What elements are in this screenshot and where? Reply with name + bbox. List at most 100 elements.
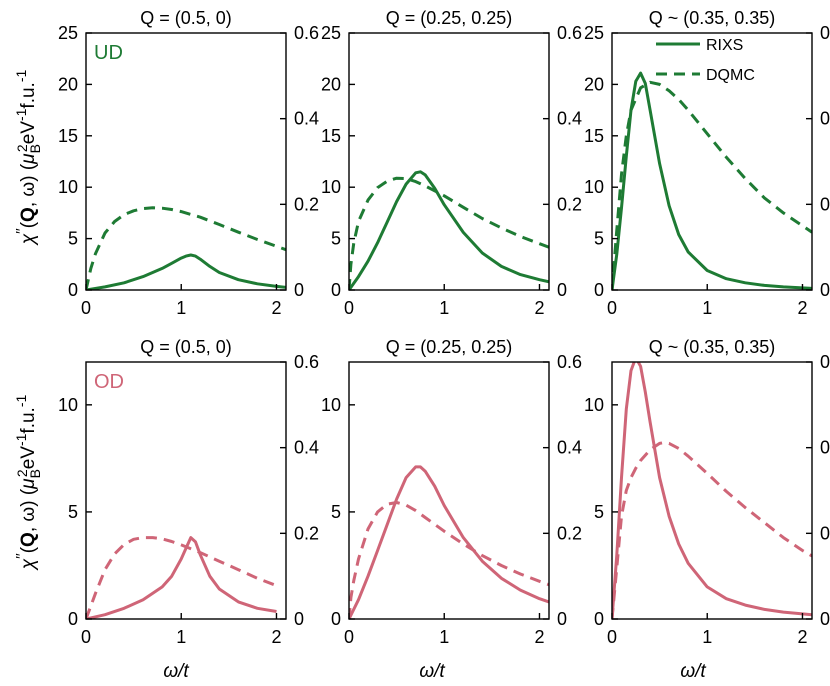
y-left-tick-label: 15 bbox=[58, 126, 78, 146]
y-left-tick-label: 15 bbox=[584, 126, 604, 146]
panel-tag-od: OD bbox=[94, 371, 124, 393]
x-tick-label: 0 bbox=[81, 298, 91, 318]
ylabel-q: Q bbox=[18, 532, 39, 547]
panel-title: Q ~ (0.35, 0.35) bbox=[649, 337, 776, 357]
ylabel-neg1: -1 bbox=[13, 433, 29, 446]
ylabel-prime: ′′ bbox=[13, 553, 30, 559]
ylabel-omega: , ω) ( bbox=[18, 163, 39, 207]
panel-curves bbox=[349, 465, 549, 619]
panel-curves bbox=[86, 536, 278, 619]
plot-frame bbox=[85, 361, 287, 620]
ylabel-open: ( bbox=[18, 546, 39, 553]
y-left-tick-label: 5 bbox=[68, 502, 78, 522]
y-left-tick-label: 10 bbox=[584, 395, 604, 415]
y-right-tick-label: 0.6 bbox=[820, 23, 830, 43]
series-dqmc-line bbox=[349, 176, 549, 290]
ylabel-sq: 2 bbox=[14, 144, 30, 152]
ylabel-b: B bbox=[27, 469, 43, 478]
y-right-tick-label: 0 bbox=[557, 609, 567, 629]
y-left-tick-label: 5 bbox=[68, 229, 78, 249]
series-rixs-line bbox=[86, 536, 277, 619]
series-dqmc-line bbox=[612, 441, 812, 619]
ylabel-fu: f.u. bbox=[18, 407, 39, 433]
ylabel-ev: eV bbox=[18, 446, 39, 470]
y-left-tick-label: 0 bbox=[331, 609, 341, 629]
y-left-tick-label: 0 bbox=[594, 280, 604, 300]
y-left-tick-label: 0 bbox=[68, 280, 78, 300]
x-tick-label: 1 bbox=[439, 298, 449, 318]
x-tick-label: 0 bbox=[81, 627, 91, 647]
x-axis-title-left: ω/t bbox=[163, 661, 189, 682]
y-axis-label-top: χ′′(Q, ω) (μB2eV-1f.u.-1 bbox=[13, 70, 43, 247]
ylabel-q: Q bbox=[18, 207, 39, 222]
y-left-tick-label: 25 bbox=[321, 23, 341, 43]
y-left-tick-label: 10 bbox=[584, 177, 604, 197]
y-left-tick-label: 10 bbox=[321, 395, 341, 415]
y-left-tick-label: 0 bbox=[594, 609, 604, 629]
legend-rixs-label: RIXS bbox=[706, 37, 743, 54]
y-right-tick-label: 0.4 bbox=[294, 438, 319, 458]
x-axis-title-right: ω/t bbox=[680, 661, 706, 682]
y-right-tick-label: 0.6 bbox=[294, 352, 319, 372]
y-right-tick-label: 0.4 bbox=[820, 438, 830, 458]
ylabel-mu: μ bbox=[18, 153, 39, 165]
plot-frame bbox=[611, 32, 813, 291]
series-dqmc-line bbox=[86, 206, 286, 290]
y-right-tick-label: 0.2 bbox=[557, 523, 582, 543]
ylabel-neg1b: -1 bbox=[13, 70, 29, 83]
y-right-tick-label: 0 bbox=[294, 280, 304, 300]
ylabel-neg1b: -1 bbox=[13, 395, 29, 408]
panel-title: Q = (0.5, 0) bbox=[140, 337, 232, 357]
y-right-tick-label: 0.2 bbox=[294, 194, 319, 214]
y-left-tick-label: 10 bbox=[58, 395, 78, 415]
x-tick-label: 0 bbox=[344, 298, 354, 318]
panel-title: Q = (0.5, 0) bbox=[140, 8, 232, 28]
panel-curves bbox=[349, 170, 549, 290]
ylabel-chi: χ bbox=[18, 558, 39, 571]
ylabel-fu: f.u. bbox=[18, 82, 39, 108]
ylabel-ev: eV bbox=[18, 121, 39, 145]
x-tick-label: 2 bbox=[271, 298, 281, 318]
panel-curves bbox=[86, 206, 286, 290]
panel-title: Q ~ (0.35, 0.35) bbox=[649, 8, 776, 28]
legend: RIXS DQMC bbox=[656, 37, 755, 84]
x-tick-label: 0 bbox=[344, 627, 354, 647]
series-rixs-line bbox=[349, 465, 549, 619]
ylabel-open: ( bbox=[18, 221, 39, 228]
panel-tag-ud: UD bbox=[94, 42, 123, 64]
y-left-tick-label: 5 bbox=[331, 502, 341, 522]
y-left-tick-label: 20 bbox=[58, 74, 78, 94]
x-tick-label: 0 bbox=[607, 627, 617, 647]
y-right-tick-label: 0.6 bbox=[294, 23, 319, 43]
ylabel-b: B bbox=[27, 144, 43, 153]
panel-title: Q = (0.25, 0.25) bbox=[386, 337, 513, 357]
series-rixs-line bbox=[612, 71, 812, 290]
x-tick-label: 1 bbox=[176, 627, 186, 647]
panel-title: Q = (0.25, 0.25) bbox=[386, 8, 513, 28]
y-left-tick-label: 20 bbox=[321, 74, 341, 94]
x-axis-title-middle: ω/t bbox=[419, 661, 445, 682]
series-dqmc-line bbox=[612, 80, 812, 290]
panel-curves bbox=[612, 71, 812, 290]
y-left-tick-label: 25 bbox=[58, 23, 78, 43]
x-tick-label: 2 bbox=[271, 627, 281, 647]
x-tick-label: 1 bbox=[702, 298, 712, 318]
y-left-tick-label: 5 bbox=[594, 502, 604, 522]
x-tick-label: 0 bbox=[607, 298, 617, 318]
y-left-tick-label: 10 bbox=[58, 177, 78, 197]
y-right-tick-label: 0 bbox=[294, 609, 304, 629]
y-right-tick-label: 0.4 bbox=[557, 109, 582, 129]
y-left-tick-label: 5 bbox=[594, 229, 604, 249]
ylabel-mu: μ bbox=[18, 478, 39, 490]
y-left-tick-label: 5 bbox=[331, 229, 341, 249]
y-right-tick-label: 0.2 bbox=[820, 523, 830, 543]
plot-frame bbox=[348, 32, 550, 291]
x-tick-label: 1 bbox=[176, 298, 186, 318]
ylabel-chi: χ bbox=[18, 233, 39, 246]
